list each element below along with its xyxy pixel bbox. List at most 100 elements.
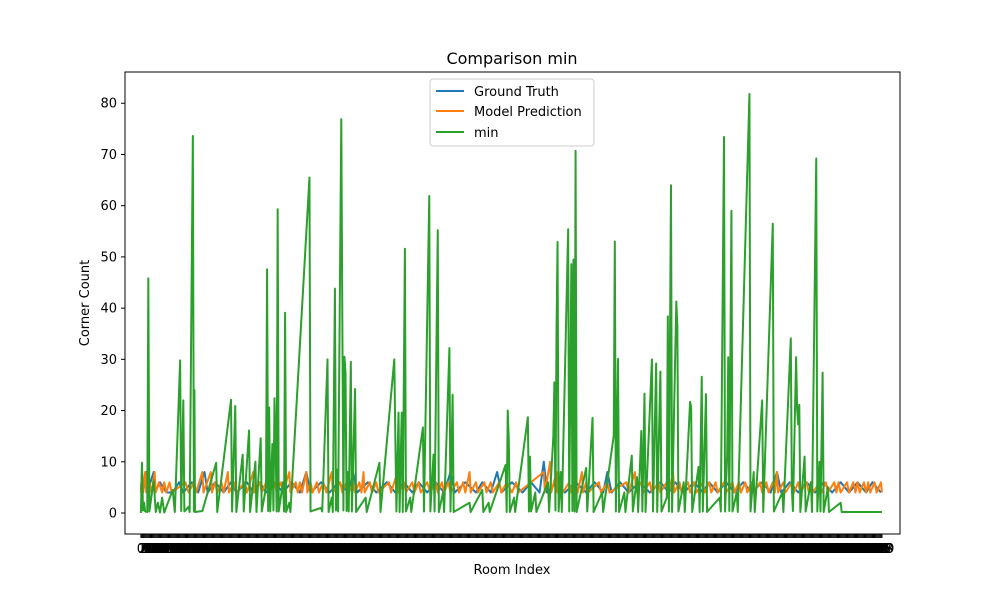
x-tick-label: 208 (349, 542, 374, 557)
x-tick-label: 137 (274, 542, 299, 557)
x-tick-label: 98 (237, 542, 254, 557)
x-tick-label: 522 (682, 542, 707, 557)
x-tick-label: 73 (210, 542, 227, 557)
x-tick-label: 148 (285, 542, 310, 557)
x-tick-label: 380 (531, 542, 556, 557)
x-tick-label: 329 (477, 542, 502, 557)
x-tick-label: 100 (235, 542, 260, 557)
x-tick-label: 506 (665, 542, 690, 557)
x-tick-label: 464 (620, 542, 645, 557)
x-tick-label: 369 (520, 542, 545, 557)
x-tick-label: 357 (507, 542, 532, 557)
x-tick-label: 96 (234, 542, 251, 557)
x-tick-label: 499 (658, 542, 683, 557)
x-tick-label: 483 (641, 542, 666, 557)
x-tick-label: 511 (670, 542, 695, 557)
x-tick-label: 346 (495, 542, 520, 557)
x-tick-label: 248 (391, 542, 416, 557)
x-tick-label: 517 (677, 542, 702, 557)
x-tick-label: 187 (327, 542, 352, 557)
x-tick-label: 165 (303, 542, 328, 557)
x-tick-label: 114 (249, 542, 274, 557)
x-tick-label: 265 (409, 542, 434, 557)
x-tick-label: 26 (160, 542, 177, 557)
x-tick-label: 450 (606, 542, 631, 557)
x-tick-label: 264 (408, 542, 433, 557)
x-tick-label: 605 (770, 542, 795, 557)
x-tick-label: 473 (630, 542, 655, 557)
x-tick-label: 370 (521, 542, 546, 557)
x-tick-label: 245 (388, 542, 413, 557)
x-tick-label: 368 (519, 542, 544, 557)
x-tick-label: 318 (466, 542, 491, 557)
x-tick-label: 133 (269, 542, 294, 557)
y-tick-label: 30 (100, 353, 117, 368)
chart-title: Comparison min (446, 49, 577, 68)
x-tick-label: 219 (361, 542, 386, 557)
x-tick-label: 565 (727, 542, 752, 557)
x-tick-label: 397 (549, 542, 574, 557)
x-tick-label: 13 (146, 542, 163, 557)
x-tick-label: 254 (398, 542, 423, 557)
x-tick-label: 600 (765, 542, 790, 557)
x-tick-label: 551 (713, 542, 738, 557)
x-tick-label: 663 (831, 542, 856, 557)
x-tick-label: 513 (672, 542, 697, 557)
x-tick-label: 314 (461, 542, 486, 557)
x-tick-label: 68 (205, 542, 222, 557)
x-tick-label: 283 (429, 542, 454, 557)
x-tick-label: 39 (174, 542, 191, 557)
x-tick-label: 204 (345, 542, 370, 557)
x-tick-label: 366 (517, 542, 542, 557)
x-tick-label: 349 (498, 542, 523, 557)
x-tick-label: 488 (646, 542, 671, 557)
x-tick-label: 215 (356, 542, 381, 557)
x-tick-label: 308 (455, 542, 480, 557)
x-tick-label: 268 (413, 542, 438, 557)
x-tick-label: 692 (862, 542, 887, 557)
x-tick-label: 463 (619, 542, 644, 557)
x-tick-label: 82 (220, 542, 237, 557)
x-tick-label: 456 (612, 542, 637, 557)
x-tick-label: 321 (469, 542, 494, 557)
x-tick-label: 429 (583, 542, 608, 557)
x-tick-label: 532 (693, 542, 718, 557)
x-tick-label: 544 (705, 542, 730, 557)
x-tick-label: 51 (187, 542, 204, 557)
x-tick-label: 568 (731, 542, 756, 557)
x-tick-label: 479 (636, 542, 661, 557)
x-tick-label: 75 (212, 542, 229, 557)
x-tick-label: 10 (143, 542, 160, 557)
x-tick-label: 356 (506, 542, 531, 557)
x-tick-label: 476 (633, 542, 658, 557)
x-tick-label: 253 (397, 542, 422, 557)
x-tick-label: 47 (182, 542, 199, 557)
x-tick-label: 581 (744, 542, 769, 557)
x-tick-label: 260 (404, 542, 429, 557)
x-tick-label: 231 (373, 542, 398, 557)
x-tick-label: 236 (379, 542, 404, 557)
x-tick-label: 587 (751, 542, 776, 557)
x-tick-label: 272 (417, 542, 442, 557)
x-tick-label: 5 (142, 542, 150, 557)
x-tick-label: 553 (715, 542, 740, 557)
x-tick-label: 524 (684, 542, 709, 557)
x-tick-label: 414 (567, 542, 592, 557)
x-tick-label: 569 (732, 542, 757, 557)
x-tick-label: 486 (644, 542, 669, 557)
x-tick-label: 45 (180, 542, 197, 557)
x-tick-label: 297 (443, 542, 468, 557)
x-tick-label: 633 (800, 542, 825, 557)
x-tick-label: 298 (444, 542, 469, 557)
x-tick-label: 482 (640, 542, 665, 557)
x-tick-label: 239 (382, 542, 407, 557)
x-tick-label: 345 (494, 542, 519, 557)
x-tick-label: 237 (380, 542, 405, 557)
x-tick-label: 675 (844, 542, 869, 557)
x-tick-label: 277 (422, 542, 447, 557)
x-tick-label: 389 (541, 542, 566, 557)
x-tick-label: 127 (263, 542, 288, 557)
x-tick-label: 334 (483, 542, 508, 557)
x-tick-label: 400 (553, 542, 578, 557)
x-tick-label: 373 (524, 542, 549, 557)
